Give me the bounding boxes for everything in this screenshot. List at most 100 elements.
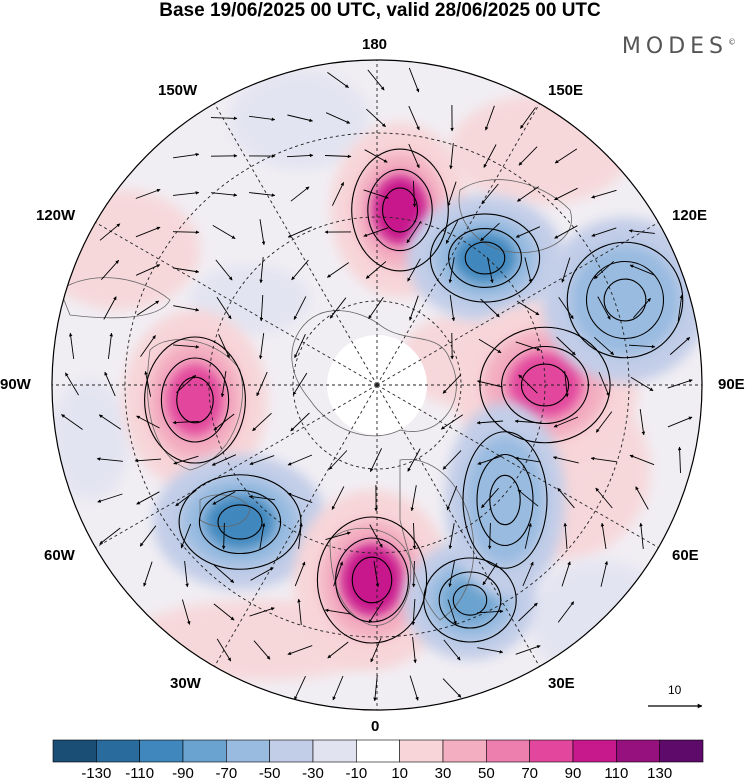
wind-vector bbox=[518, 146, 538, 166]
colorbar-label: -130 bbox=[81, 765, 112, 782]
wind-vector bbox=[215, 259, 233, 281]
colorbar-segment bbox=[486, 739, 530, 763]
wind-vector bbox=[447, 181, 457, 207]
colorbar bbox=[52, 739, 704, 763]
colorbar-segment bbox=[529, 739, 574, 763]
wind-vector bbox=[407, 258, 421, 282]
wind-vector bbox=[406, 220, 422, 244]
colorbar-segment bbox=[269, 739, 314, 763]
wind-vector bbox=[100, 259, 120, 281]
lon-label-30e: 30E bbox=[548, 675, 575, 692]
lon-label-150w: 150W bbox=[158, 82, 198, 99]
colorbar-label: 90 bbox=[564, 765, 582, 782]
wind-vector bbox=[669, 337, 691, 355]
wind-vector bbox=[516, 300, 540, 316]
wind-vector bbox=[487, 522, 492, 550]
wind-vector bbox=[327, 72, 349, 88]
wind-vector bbox=[677, 446, 682, 474]
wind-vector bbox=[363, 227, 389, 237]
wind-vector bbox=[292, 372, 308, 396]
colorbar-label: -50 bbox=[258, 765, 281, 782]
wind-vector bbox=[412, 180, 417, 208]
colorbar-segment bbox=[312, 739, 357, 763]
wind-vector bbox=[287, 114, 313, 123]
wind-vector bbox=[552, 456, 579, 464]
lon-label-180: 180 bbox=[362, 36, 388, 53]
wind-vector bbox=[561, 257, 571, 283]
wind-vector bbox=[61, 414, 83, 430]
wind-vector bbox=[639, 522, 644, 549]
wind-vector bbox=[518, 602, 538, 622]
wind-vectors bbox=[61, 67, 693, 702]
wind-vector bbox=[172, 344, 200, 349]
wind-vector bbox=[412, 522, 417, 550]
wind-vector bbox=[211, 192, 238, 197]
wind-vector bbox=[410, 485, 417, 512]
wind-vector bbox=[480, 298, 500, 318]
lon-label-90e: 90E bbox=[718, 376, 745, 393]
wind-vector bbox=[367, 69, 385, 91]
wind-vector bbox=[325, 531, 351, 541]
graticule bbox=[52, 60, 702, 710]
wind-vector bbox=[220, 371, 227, 398]
wind-vector bbox=[564, 371, 569, 398]
lon-label-120e: 120E bbox=[672, 207, 708, 224]
colorbar-segment bbox=[52, 739, 97, 763]
wind-vector bbox=[324, 608, 351, 615]
wind-vector bbox=[249, 455, 275, 465]
wind-vector bbox=[213, 565, 235, 583]
wind-vector bbox=[593, 336, 615, 356]
lon-label-30w: 30W bbox=[170, 675, 201, 692]
wind-vector bbox=[104, 371, 116, 397]
wind-vector bbox=[184, 561, 189, 588]
wind-vector bbox=[554, 148, 578, 164]
lon-label-150e: 150E bbox=[548, 82, 584, 99]
colorbar-label: 10 bbox=[391, 765, 408, 782]
colorbar-segment bbox=[182, 739, 227, 763]
wind-vector bbox=[487, 257, 494, 284]
colorbar-segment bbox=[96, 739, 140, 763]
height-contours bbox=[144, 148, 684, 644]
wind-vector bbox=[520, 107, 536, 129]
brand-name: MODES bbox=[621, 34, 728, 59]
wind-vector bbox=[256, 371, 268, 397]
wind-vector bbox=[629, 264, 655, 276]
wind-vector bbox=[181, 599, 191, 625]
lon-label-60e: 60E bbox=[672, 547, 699, 564]
wind-vector bbox=[667, 379, 693, 389]
wind-vector bbox=[554, 187, 578, 201]
wind-vector bbox=[291, 259, 309, 281]
wind-vector bbox=[172, 230, 200, 235]
wind-vector bbox=[635, 486, 649, 510]
wind-vector bbox=[442, 374, 462, 394]
lon-label-90w: 90W bbox=[0, 376, 31, 393]
wind-vector bbox=[325, 112, 351, 124]
wind-vector bbox=[221, 522, 226, 550]
wind-vector bbox=[553, 416, 579, 428]
wind-vector bbox=[135, 226, 161, 238]
wind-vector bbox=[297, 598, 302, 625]
wind-vector bbox=[248, 494, 275, 501]
colorbar-segment bbox=[442, 739, 487, 763]
wind-vector bbox=[593, 260, 615, 280]
wind-vector bbox=[518, 374, 538, 394]
coastlines bbox=[59, 179, 572, 626]
wind-vector bbox=[331, 486, 345, 510]
wind-vector bbox=[368, 600, 384, 624]
wind-vector bbox=[216, 638, 232, 662]
wind-vector bbox=[514, 456, 541, 463]
wind-vector bbox=[259, 522, 266, 549]
wind-vector bbox=[556, 336, 576, 356]
wind-vector bbox=[212, 225, 236, 239]
colorbar-segment bbox=[226, 739, 270, 763]
map-title: Base 19/06/2025 00 UTC, valid 28/06/2025… bbox=[159, 0, 601, 21]
wind-vector bbox=[515, 645, 541, 655]
wind-vector bbox=[485, 105, 495, 131]
wind-vector bbox=[522, 561, 534, 587]
wind-vector bbox=[175, 489, 197, 507]
wind-vector bbox=[524, 257, 533, 283]
wind-vector bbox=[524, 522, 532, 549]
wind-vector bbox=[96, 457, 123, 462]
wind-vector bbox=[98, 414, 122, 430]
wind-vector bbox=[173, 191, 200, 196]
